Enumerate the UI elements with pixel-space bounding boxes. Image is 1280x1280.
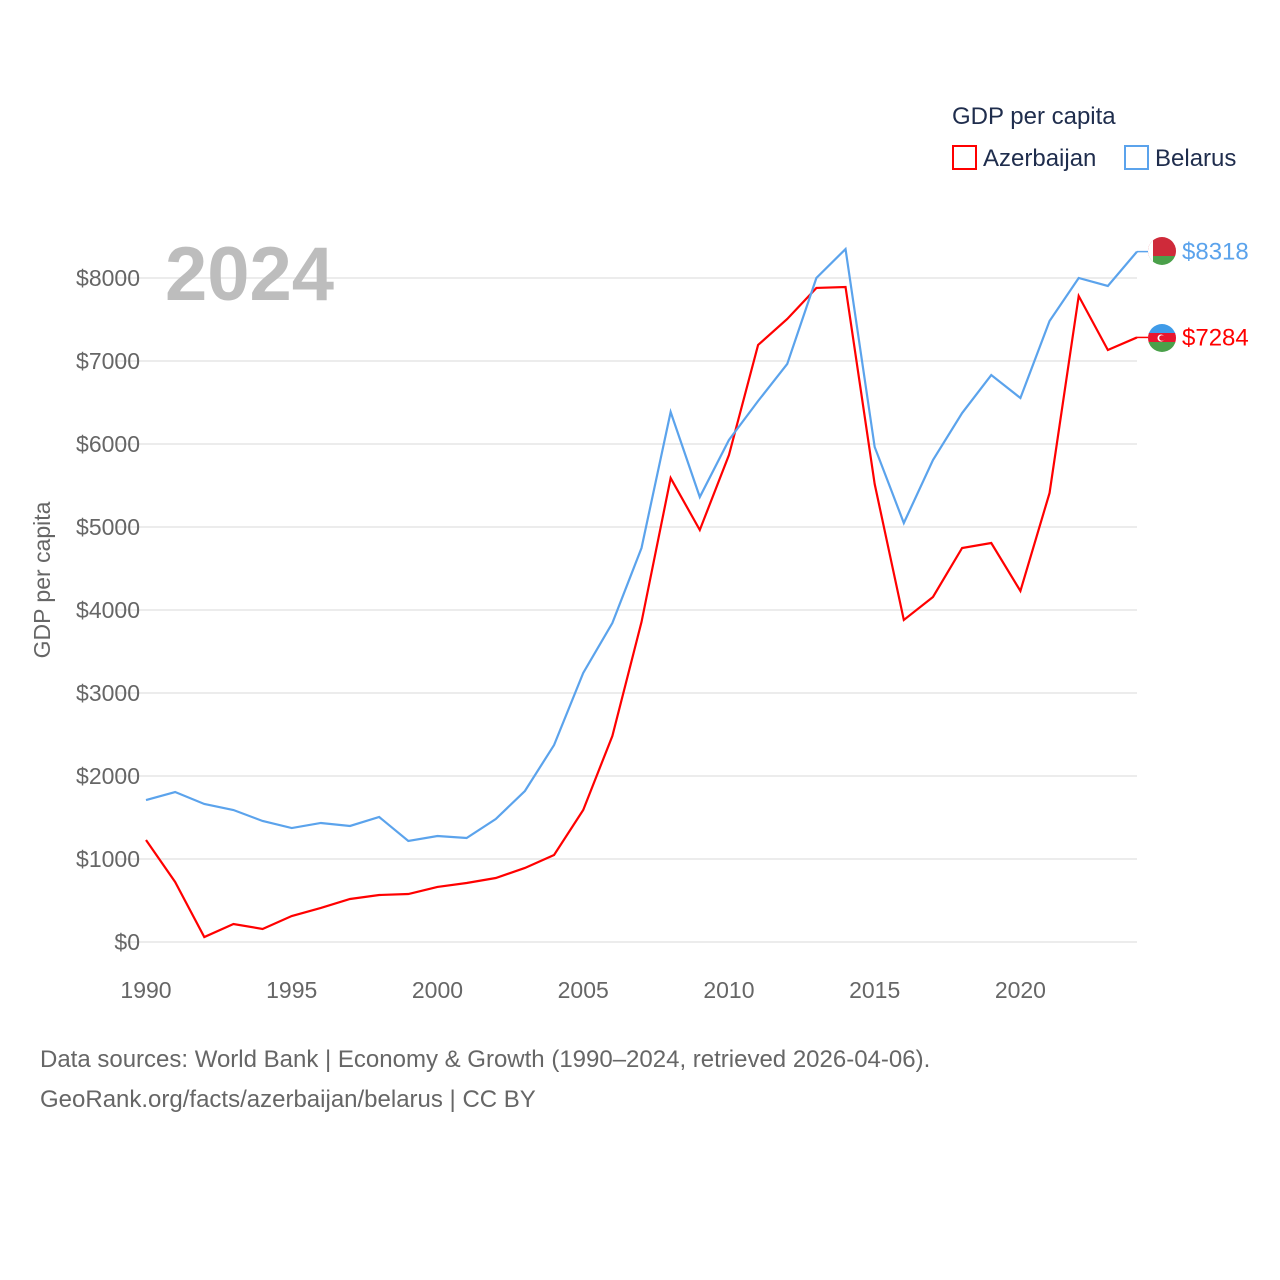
y-tick-label: $6000: [76, 431, 140, 457]
y-tick-label: $3000: [76, 680, 140, 706]
legend-swatch: [1124, 145, 1149, 170]
year-label: 2024: [165, 232, 334, 317]
x-tick-label: 2015: [849, 977, 900, 1003]
series-line-belarus: [145, 246, 1138, 843]
y-axis: $0 $1000 $2000 $3000 $4000 $5000 $6000 $7000 $80…: [76, 265, 140, 955]
y-tick-label: $2000: [76, 763, 140, 789]
source-url: GeoRank.org/facts/azerbaijan/belarus | C…: [40, 1086, 536, 1113]
azerbaijan-flag-icon: [1148, 324, 1176, 352]
y-tick-label: $5000: [76, 514, 140, 540]
x-tick-label: 2020: [995, 977, 1046, 1003]
y-tick-label: $0: [114, 929, 140, 955]
y-tick-label: $1000: [76, 846, 140, 872]
belarus-flag-icon: [1148, 237, 1176, 265]
flags: [1148, 237, 1176, 352]
end-value-label: $7284: [1182, 324, 1249, 351]
legend-item-belarus[interactable]: Belarus: [1124, 145, 1236, 172]
x-axis: 1990 1995 2000 2005 2010 2015 2020: [120, 977, 1046, 1003]
series-lines: [145, 246, 1148, 939]
y-tick-label: $8000: [76, 265, 140, 291]
y-tick-label: $4000: [76, 597, 140, 623]
legend-item-azerbaijan[interactable]: Azerbaijan: [952, 145, 1096, 172]
legend-label: Belarus: [1155, 145, 1236, 172]
legend-title: GDP per capita: [952, 103, 1116, 130]
x-tick-label: 1995: [266, 977, 317, 1003]
end-value-label: $8318: [1182, 239, 1249, 266]
x-tick-label: 2010: [703, 977, 754, 1003]
legend-label: Azerbaijan: [983, 145, 1096, 172]
legend-swatch: [952, 145, 977, 170]
grid: [116, 277, 1137, 943]
y-axis-label: GDP per capita: [29, 501, 55, 658]
source-note: Data sources: World Bank | Economy & Gro…: [40, 1046, 931, 1073]
y-tick-label: $7000: [76, 348, 140, 374]
x-tick-label: 1990: [120, 977, 171, 1003]
x-tick-label: 2005: [558, 977, 609, 1003]
series-line-azerbaijan: [145, 285, 1138, 939]
x-tick-label: 2000: [412, 977, 463, 1003]
